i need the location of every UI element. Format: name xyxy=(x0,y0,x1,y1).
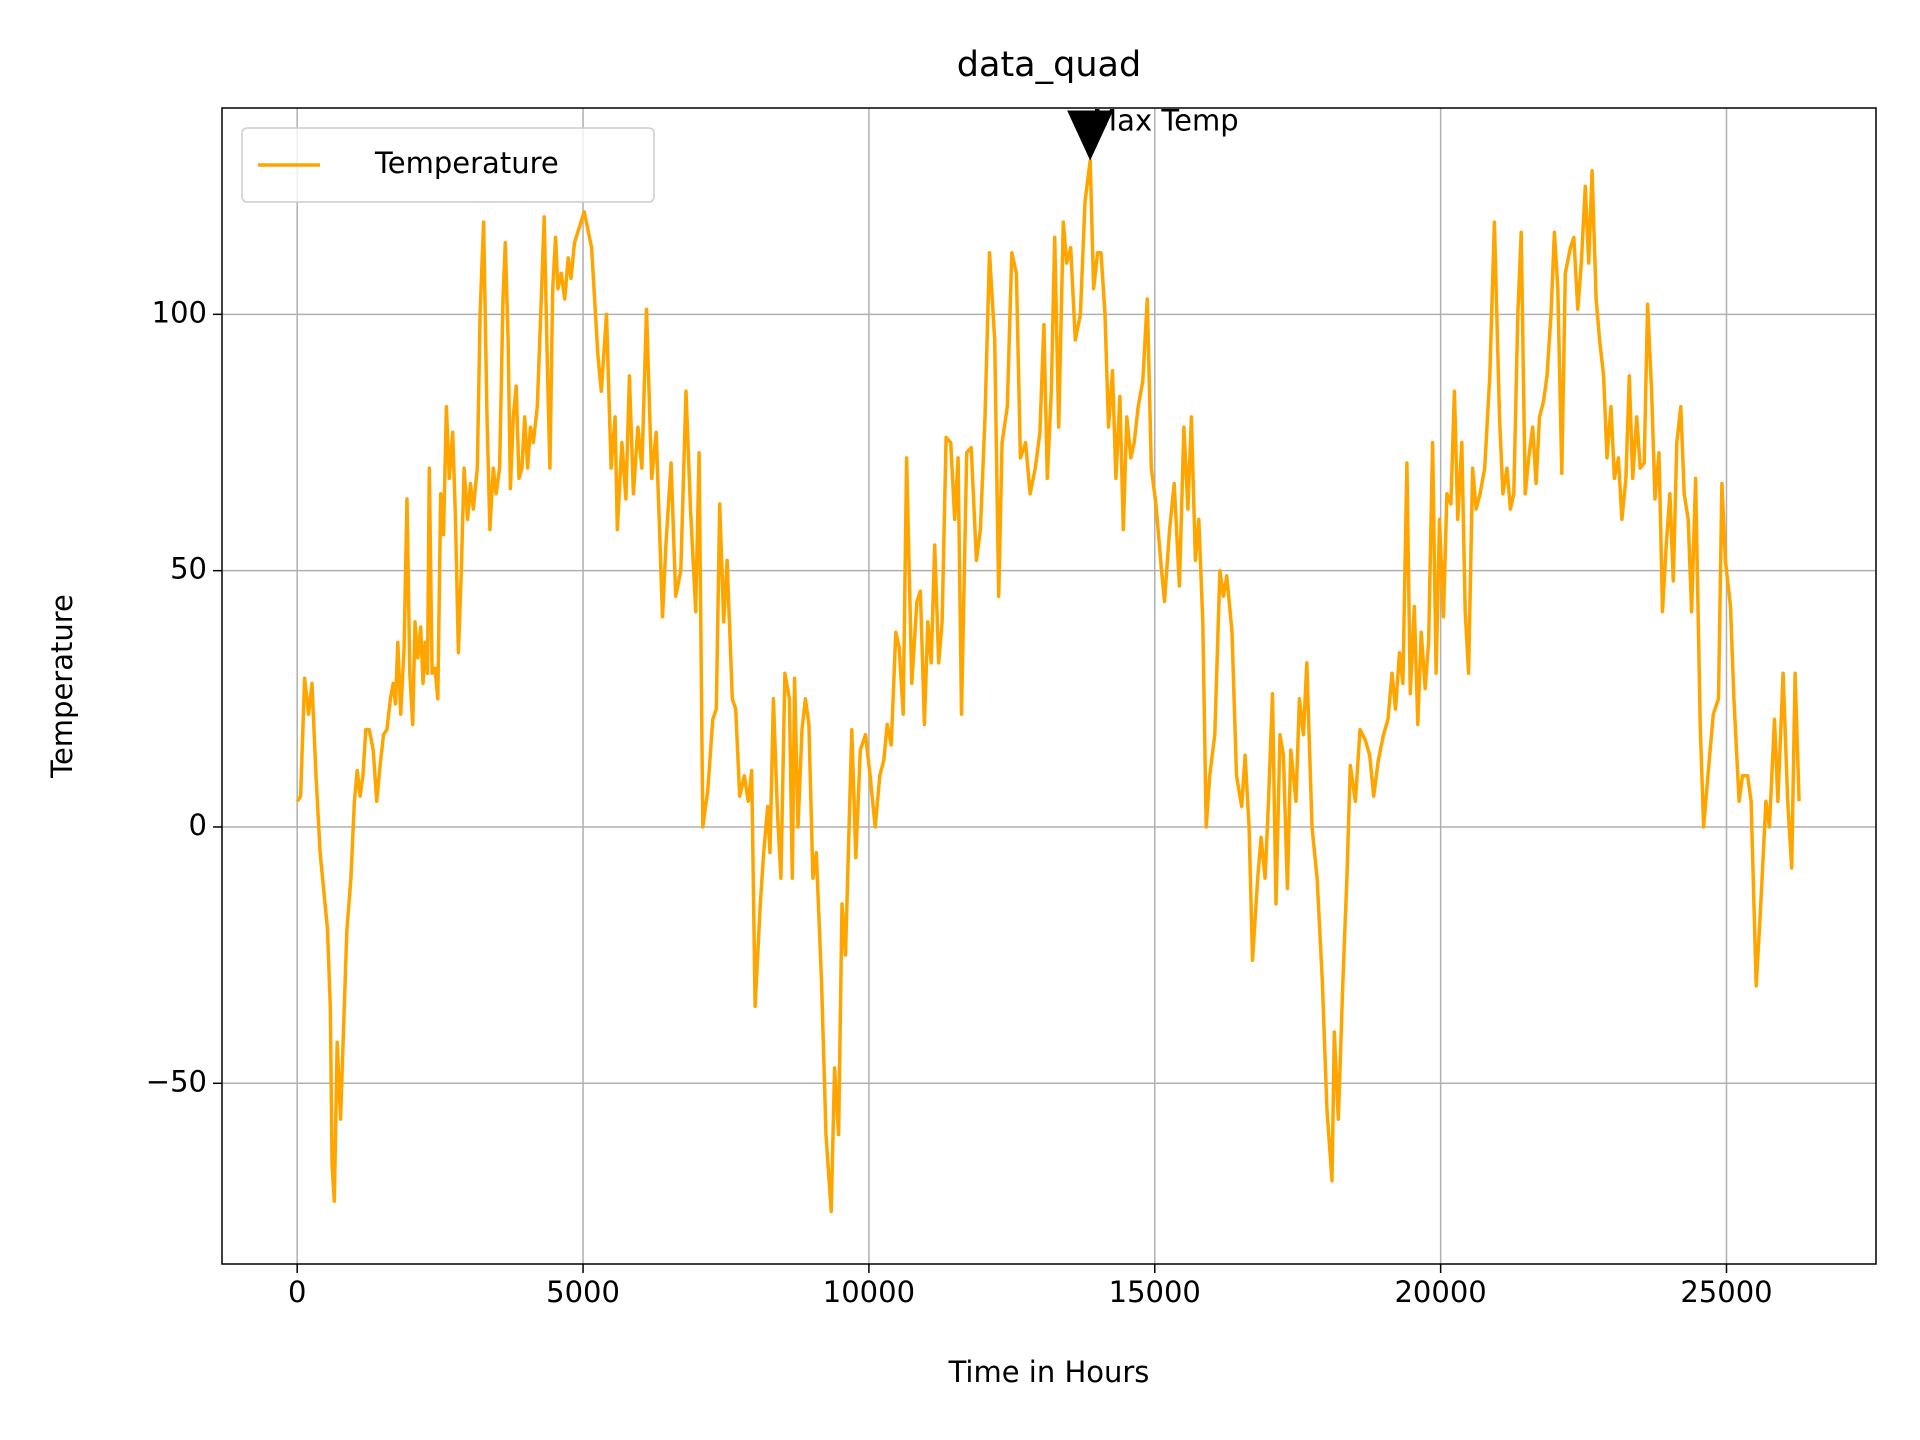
annotation-text: Max Temp xyxy=(1092,104,1238,138)
legend-box xyxy=(241,127,655,203)
x-tick-label: 10000 xyxy=(823,1275,915,1309)
y-tick-label: −50 xyxy=(146,1064,207,1098)
x-tick-label: 0 xyxy=(288,1275,306,1309)
x-tick-label: 20000 xyxy=(1394,1275,1486,1309)
data-line xyxy=(295,158,1801,1214)
plot-frame xyxy=(221,107,1877,1265)
x-tick-label: 5000 xyxy=(546,1275,620,1309)
y-tick-label: 100 xyxy=(152,295,207,329)
legend: Temperature xyxy=(241,127,655,203)
x-tick-label: 25000 xyxy=(1680,1275,1772,1309)
y-axis-label: Temperature xyxy=(45,594,79,779)
annotation-arrow xyxy=(1067,110,1114,161)
x-axis-label: Time in Hours xyxy=(948,1355,1150,1389)
y-tick-label: 50 xyxy=(170,552,207,586)
chart-title: data_quad xyxy=(957,45,1141,85)
x-tick-label: 15000 xyxy=(1109,1275,1201,1309)
y-tick-label: 0 xyxy=(189,808,207,842)
legend-label: Temperature xyxy=(374,146,559,180)
